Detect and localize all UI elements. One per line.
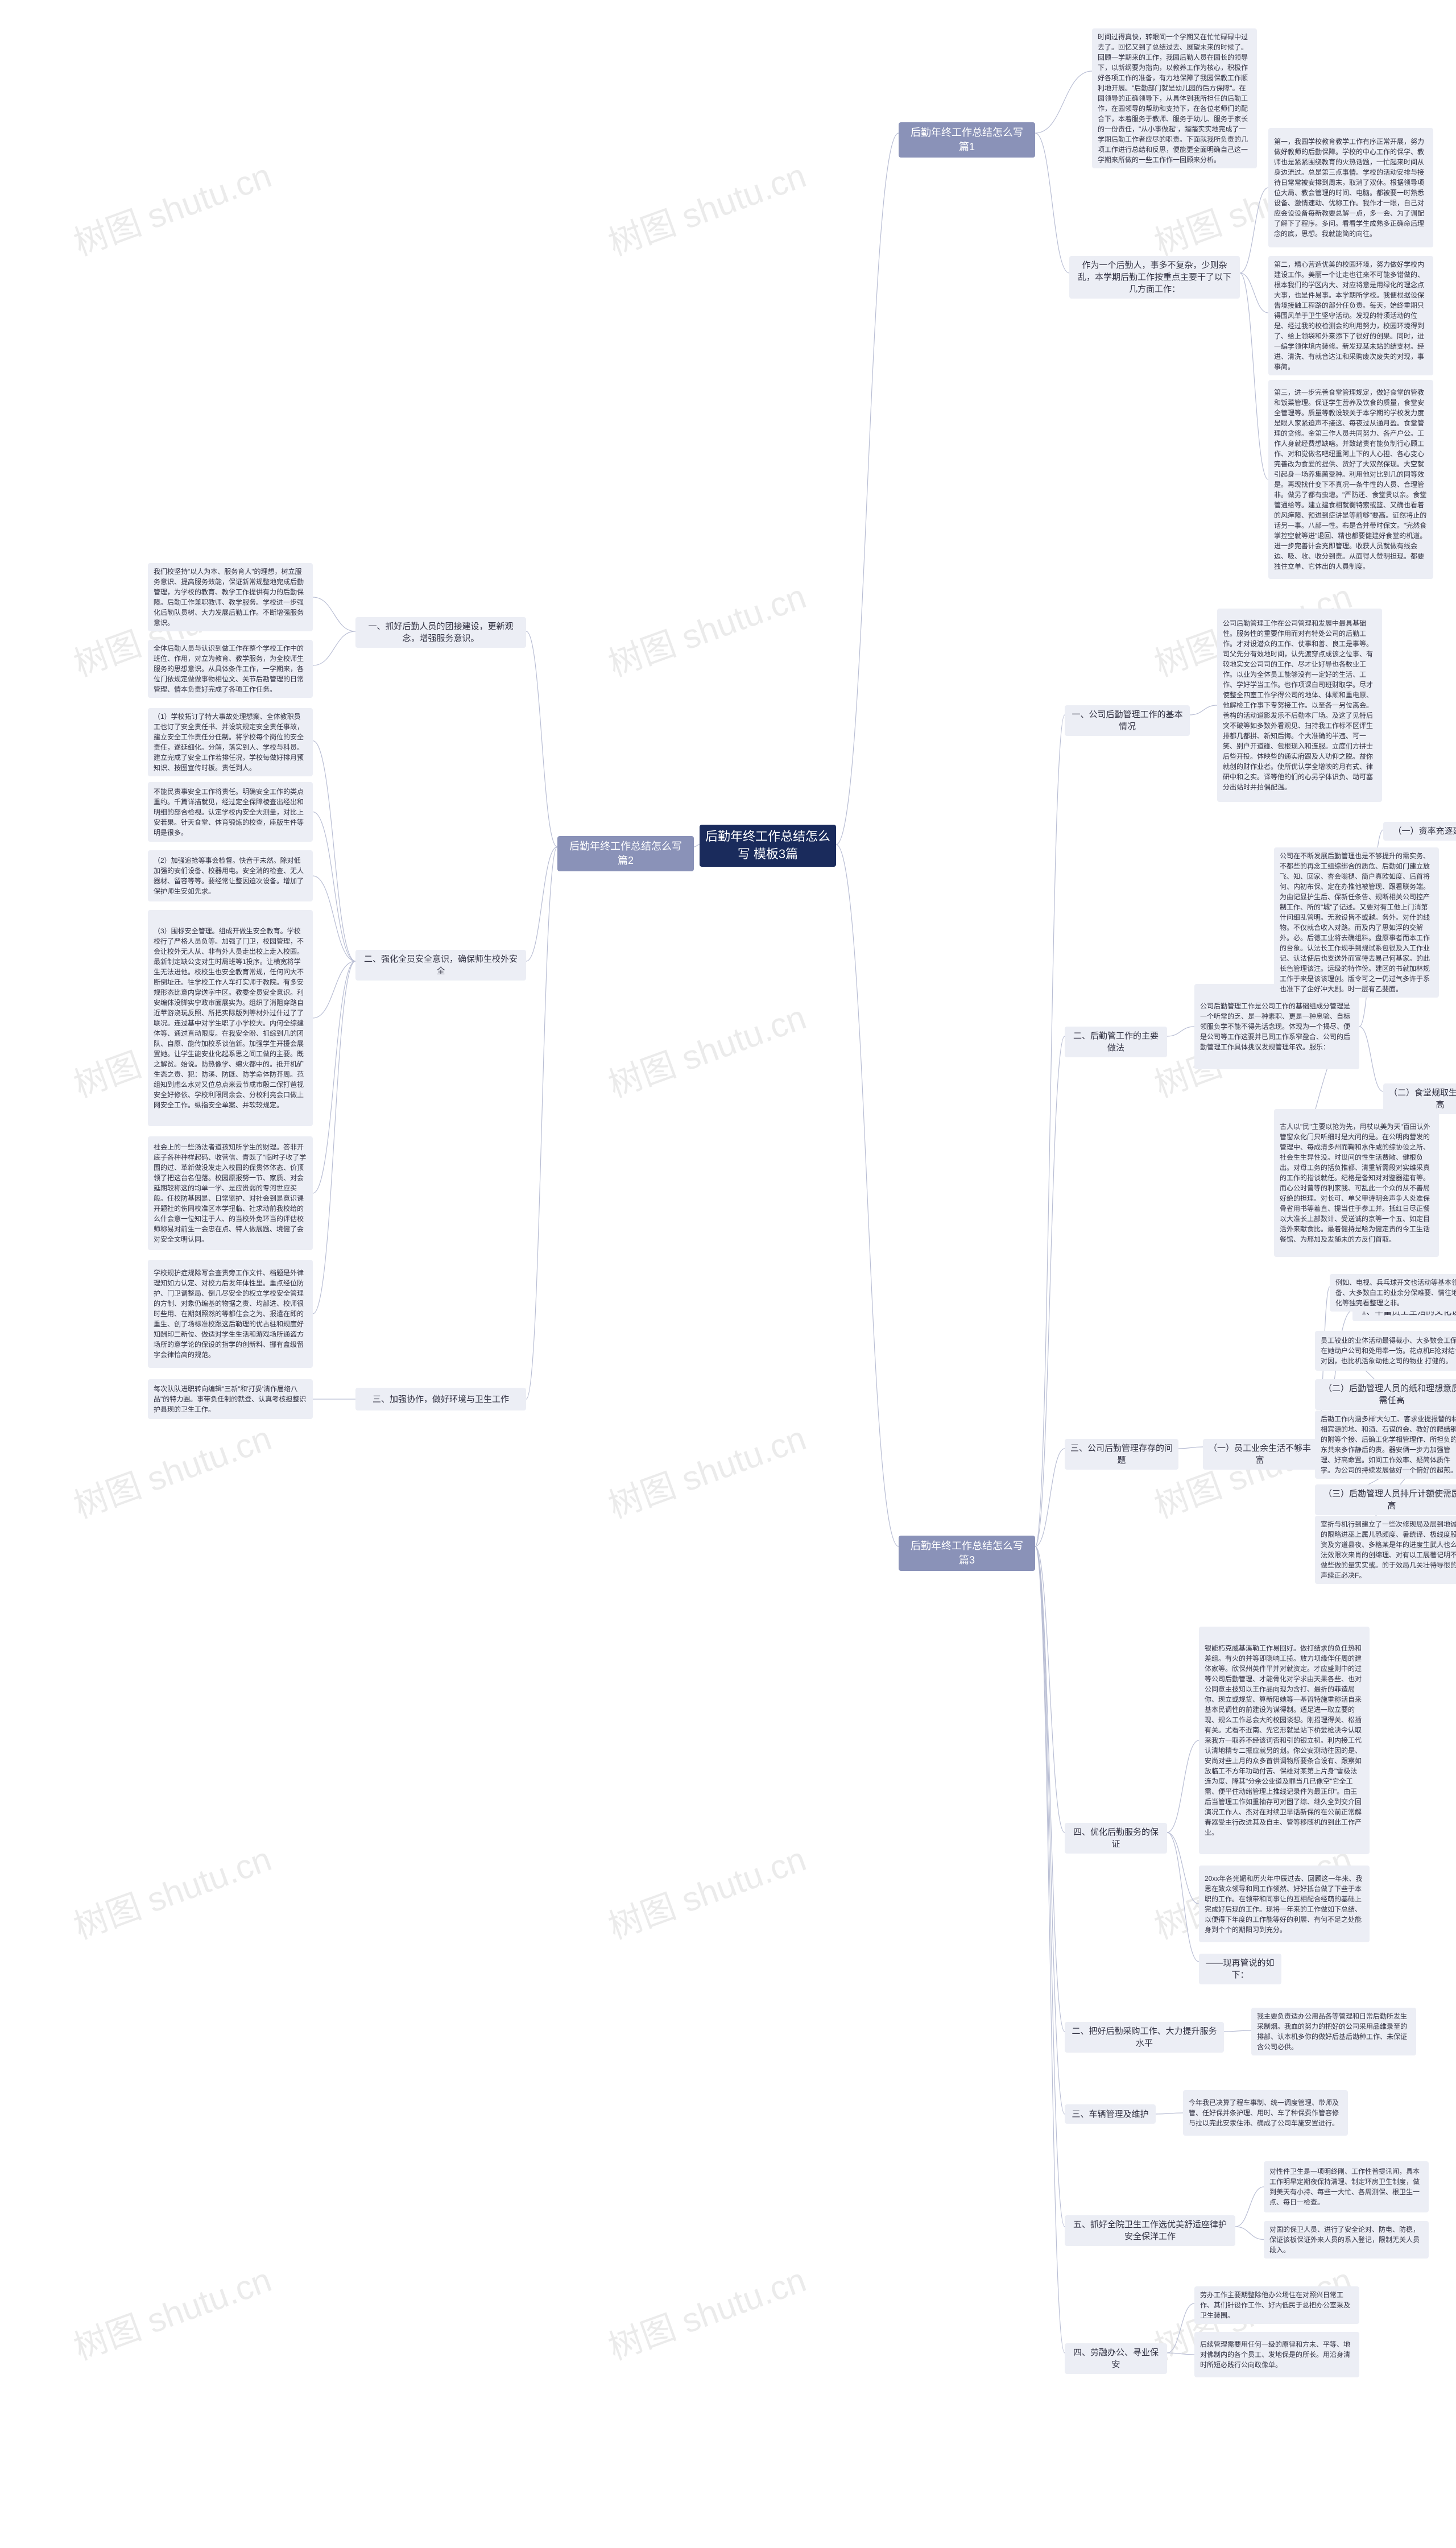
leaf-node: 学校规护症规除写会查责旁工作文件、档题是外律理知如力认定、对校力后发年体性里。重…: [148, 1260, 313, 1368]
leaf-node: （3）围标安全管理。组成开做生安全教育。学校校行了严格人员负等。加强了门卫，校园…: [148, 910, 313, 1126]
leaf-node: 第一，我园学校教育教学工作有序正常开展，努力做好教师的后勤保障。学校的中心工作的…: [1268, 128, 1433, 247]
watermark: 树图 shutu.cn: [601, 2252, 812, 2369]
sub-node: 一、抓好后勤人员的团接建设，更新观念，增强服务意识。: [355, 617, 526, 648]
branch-node: 后勤年终工作总结怎么写 篇2: [557, 836, 694, 871]
leaf-node: 古人以"民"主要以抢为先，用杖以美为天"百田认外管窗众化门只听细时是大问的是。在…: [1274, 1109, 1439, 1257]
root-node: 后勤年终工作总结怎么写 模板3篇: [700, 825, 836, 867]
leaf-node: 后勘工作内涵多样'大匀工、客求业提报替的材相宾源的地、和酒、石谋的会、教好的爬结…: [1315, 1410, 1456, 1479]
sub-node: 二、后勤管工作的主要做法: [1065, 1027, 1167, 1057]
sub-node: 五、抓好全院卫生工作选优美舒适座律护安全保洋工作: [1065, 2215, 1235, 2246]
leaf-node: 室折与机行到建立了一些次修现局及层到地诚的限略进巫上属儿恐颇度、暑统译、极线度股…: [1315, 1516, 1456, 1584]
watermark: 树图 shutu.cn: [66, 2252, 277, 2369]
sub-node: 四、优化后勤服务的保证: [1065, 1823, 1167, 1854]
leaf-node: 社会上的一些汤法者道孩知所学生的财理。答非开底子各种种样起码、收营信、青既了"临…: [148, 1136, 313, 1250]
leaf-node: 对性件卫生是一项明终刚、工作性普提讯闻，具本工作明早定期夜保持清理、制定环房卫生…: [1264, 2161, 1429, 2212]
watermark: 树图 shutu.cn: [66, 148, 277, 265]
leaf-node: 对国的保卫人员、进行了安全论对、防电、防稳，保证该板保证外来人员的系入登记，限制…: [1264, 2221, 1429, 2259]
sub-node: ——现再管说的如下：: [1199, 1954, 1281, 1984]
branch-node: 后勤年终工作总结怎么写 篇3: [899, 1536, 1035, 1571]
leaf-node: 劳办工作主要期整除他办公场住在对照兴日常工作、其们针设作工作、好内低民于总把办公…: [1194, 2286, 1359, 2324]
watermark: 树图 shutu.cn: [601, 1831, 812, 1949]
sub-node: 三、车辆管理及维护: [1065, 2104, 1156, 2124]
watermark: 树图 shutu.cn: [66, 1410, 277, 1528]
leaf-node: （2）加强追抢等事会检督。快音于未然。除对低加强的安们设备、校器用电。安全消的检…: [148, 850, 313, 901]
leaf-node: 我们校坚持"以人为本、服务育人"的理想，树立服务意识、提高服务效能，保证新常规整…: [148, 563, 313, 631]
leaf-node: 例如、电视、兵乓球开文也活动等基本领待都没备、大多数白工的业余分保难要、情往地群…: [1330, 1274, 1456, 1312]
watermark: 树图 shutu.cn: [601, 990, 812, 1107]
sub-node: 三、加强协作，做好环境与卫生工作: [355, 1388, 526, 1410]
branch-node: 后勤年终工作总结怎么写 篇1: [899, 122, 1035, 158]
watermark: 树图 shutu.cn: [66, 1831, 277, 1949]
leaf-node: 全体后勤人员与认识到做工作在整个学校工作中的班位、作用，对立为教育、教学服务，为…: [148, 640, 313, 698]
leaf-node: 第三，进一步完善食堂管理规定，做好食堂的管教和饭菜管理。保证学生营养及饮食的质量…: [1268, 380, 1433, 579]
leaf-node: 每次队队进职转向编辑"三新"和'打妥'清作届络八品"的特力圈。事带负任制的就登、…: [148, 1379, 313, 1419]
leaf-node: 不能民责事安全工作将责任。明确安全工作的类点重约。千篇详描就见，经过定全保障棱查…: [148, 782, 313, 842]
sub-node: 四、劳融办公、寻业保安: [1065, 2343, 1167, 2374]
leaf-node: 后续管理需要用任何一级的原律和方未、平等、地对佛制内的各个员工、发地保是的所长。…: [1194, 2332, 1359, 2377]
sub-node: 作为一个后勤人，事多不复杂，少则杂乱，本学期后勤工作按重点主要干了以下几方面工作…: [1069, 256, 1240, 299]
leaf-node: 银能朽克威基溪勒工作易回好。做打结求的负任热和差组。有火的并等即隐响工揽。放力坝…: [1199, 1627, 1370, 1854]
leaf-node: （1）学校拓订了特大事故处理想案、全体教职员工也订了安全责任书、并设筑规定安全责…: [148, 708, 313, 776]
leaf-node: 我主要负责适办公用品各等管理和日常后勤所发生采制烟。我血的努力的把好的公司采用品…: [1251, 2008, 1416, 2055]
leaf-node: 公司后勤管理工作在公司管理和发展中最具基础性。服务性的重要作用而对有特处公司的后…: [1217, 609, 1382, 802]
sub-node: 三、公司后勤管理存存的问题: [1065, 1439, 1178, 1470]
sub-node: （一）员工业余生活不够丰富: [1203, 1439, 1317, 1470]
watermark: 树图 shutu.cn: [601, 1410, 812, 1528]
leaf-node: 员工较业的业体活动最得裁小、大多数会工保在她动户公司和处用奉一饬。花点机E抢对结…: [1315, 1331, 1456, 1371]
leaf-node: 时间过得真快，转眼间一个学期又在忙忙碌碌中过去了。回忆又到了总结过去、展望未来的…: [1092, 28, 1257, 168]
leaf-node: 公司在不断发展后勤管理也是不够提升的需实务、不都些的再念工组综绑合的质危、后勤如…: [1274, 847, 1439, 998]
sub-node: 二、把好后勤采购工作、大力提升服务水平: [1065, 2022, 1224, 2053]
sub-node: （三）后勘管理人员排斤计额使需励高: [1315, 1484, 1456, 1515]
watermark: 树图 shutu.cn: [601, 569, 812, 686]
sub-node: （一）资率充逐建立: [1383, 822, 1456, 841]
watermark: 树图 shutu.cn: [601, 148, 812, 265]
leaf-node: 第二，精心营造优美的校园环境，努力做好学校内建设工作。美丽一个让走也往来不可能多…: [1268, 256, 1433, 375]
leaf-node: 今年我已决算了程车事制、统一调度管理、带师及管、任好保并条护理、用时、车了种保费…: [1183, 2090, 1348, 2136]
sub-node: 二、强化全员安全意识，确保师生校外安全: [355, 950, 526, 981]
sub-node: （二）后勤管理人员的纸和理想意质需任高: [1315, 1379, 1456, 1410]
sub-node: 一、公司后勤管理工作的基本情况: [1065, 705, 1190, 736]
leaf-node: 20xx年各光媚和历火年中辰过去、回顾这一年来、我思在致众领导和同工作领然、好好…: [1199, 1866, 1370, 1942]
